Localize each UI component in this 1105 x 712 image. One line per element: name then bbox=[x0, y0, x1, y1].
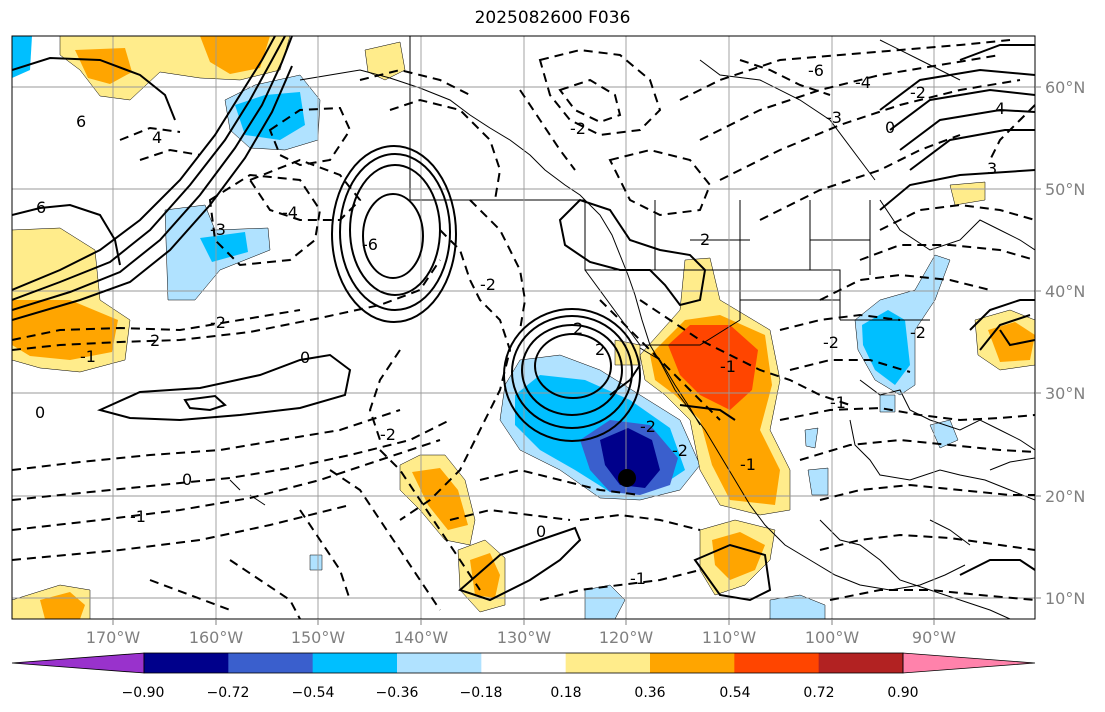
contour-label: 0 bbox=[35, 403, 45, 422]
colorbar-label: 0.54 bbox=[719, 685, 750, 701]
colorbar-extend-max bbox=[902, 652, 1036, 674]
contour-label: -2 bbox=[640, 417, 656, 436]
lon-label: 110°W bbox=[702, 628, 757, 647]
contour-label: 6 bbox=[36, 198, 46, 217]
colorbar-label: 0.90 bbox=[887, 685, 918, 701]
contour-label: -3 bbox=[826, 108, 842, 127]
lat-label: 10°N bbox=[1045, 589, 1085, 608]
lon-label: 100°W bbox=[805, 628, 860, 647]
lon-label: 140°W bbox=[394, 628, 449, 647]
colorbar-ticks: −0.90 −0.72 −0.54 −0.36 −0.18 0.18 0.36 … bbox=[122, 685, 919, 701]
lon-label: 130°W bbox=[497, 628, 552, 647]
contour-label: 4 bbox=[152, 128, 162, 147]
lat-label: 40°N bbox=[1045, 282, 1085, 301]
colorbar-label: −0.72 bbox=[207, 685, 250, 701]
colorbar-extend-min bbox=[11, 652, 145, 674]
contour-label: -2 bbox=[823, 333, 839, 352]
contour-label: -1 bbox=[740, 455, 756, 474]
shading-layer bbox=[12, 36, 1035, 619]
contour-label: 0 bbox=[885, 118, 895, 137]
contour-labels: 6 6 4 2 -1 0 0 -1 -2 -6 -3 -4 -2 2 -2 0 … bbox=[35, 61, 1005, 588]
plot-title: 2025082600 F036 bbox=[474, 8, 631, 28]
colorbar-segment bbox=[228, 653, 314, 673]
colorbar-label: −0.54 bbox=[292, 685, 335, 701]
contour-label: -4 bbox=[282, 203, 298, 222]
lat-label: 20°N bbox=[1045, 487, 1085, 506]
contour-label: -4 bbox=[855, 73, 871, 92]
contour-label: -1 bbox=[630, 569, 646, 588]
lat-ticks bbox=[1035, 86, 1041, 599]
lat-labels: 60°N 50°N 40°N 30°N 20°N 10°N bbox=[1045, 78, 1085, 608]
contour-label: 2 bbox=[150, 331, 160, 350]
lon-label: 170°W bbox=[86, 628, 141, 647]
colorbar-segment bbox=[650, 653, 735, 673]
contour-label: 6 bbox=[76, 112, 86, 131]
colorbar-label: −0.36 bbox=[376, 685, 419, 701]
colorbar: −0.90 −0.72 −0.54 −0.36 −0.18 0.18 0.36 … bbox=[11, 652, 1036, 701]
contour-label: -1 bbox=[130, 507, 146, 526]
colorbar-label: 0.72 bbox=[803, 685, 834, 701]
colorbar-label: −0.90 bbox=[122, 685, 165, 701]
negative-contours bbox=[12, 39, 1035, 619]
colorbar-segment bbox=[818, 653, 904, 673]
lon-ticks bbox=[112, 619, 935, 625]
contour-label: 0 bbox=[182, 470, 192, 489]
contour-label: 2 bbox=[595, 340, 605, 359]
contour-label: -2 bbox=[210, 313, 226, 332]
map-area: 6 6 4 2 -1 0 0 -1 -2 -6 -3 -4 -2 2 -2 0 … bbox=[12, 36, 1035, 619]
colorbar-label: 0.36 bbox=[634, 685, 665, 701]
colorbar-segment bbox=[734, 653, 820, 673]
contour-label: 2 bbox=[573, 319, 583, 338]
lon-label: 90°W bbox=[912, 628, 956, 647]
contour-label: -2 bbox=[380, 425, 396, 444]
lat-label: 60°N bbox=[1045, 78, 1085, 97]
colorbar-label: −0.18 bbox=[460, 685, 503, 701]
colorbar-segment bbox=[144, 653, 229, 673]
contour-label: -1 bbox=[830, 393, 846, 412]
center-point-marker bbox=[618, 469, 636, 487]
lat-label: 50°N bbox=[1045, 180, 1085, 199]
lon-labels: 170°W 160°W 150°W 140°W 130°W 120°W 110°… bbox=[86, 628, 956, 647]
coastline-layer bbox=[229, 36, 1035, 619]
lon-label: 160°W bbox=[189, 628, 244, 647]
colorbar-label: 0.18 bbox=[550, 685, 581, 701]
contour-label: -2 bbox=[910, 323, 926, 342]
contour-label: -6 bbox=[808, 61, 824, 80]
contour-label: 3 bbox=[987, 159, 997, 178]
contour-label: -1 bbox=[80, 347, 96, 366]
lat-label: 30°N bbox=[1045, 384, 1085, 403]
contour-label: -2 bbox=[480, 275, 496, 294]
graticule bbox=[12, 36, 1035, 619]
contour-label: -3 bbox=[210, 220, 226, 239]
contour-label: 4 bbox=[995, 99, 1005, 118]
contour-label: 0 bbox=[300, 348, 310, 367]
contour-label: -1 bbox=[720, 357, 736, 376]
colorbar-segments bbox=[11, 652, 1036, 674]
contour-label: 2 bbox=[700, 230, 710, 249]
lon-label: 120°W bbox=[599, 628, 654, 647]
colorbar-frame bbox=[143, 652, 904, 674]
lon-label: 150°W bbox=[291, 628, 346, 647]
colorbar-segment bbox=[397, 653, 482, 673]
contour-label: -6 bbox=[362, 235, 378, 254]
contour-label: 0 bbox=[536, 522, 546, 541]
colorbar-segment bbox=[312, 653, 398, 673]
contour-label: -2 bbox=[570, 119, 586, 138]
colorbar-segment bbox=[565, 653, 651, 673]
contour-label: -2 bbox=[910, 83, 926, 102]
contour-label: -2 bbox=[672, 441, 688, 460]
positive-contours bbox=[12, 36, 1035, 602]
colorbar-segment bbox=[481, 653, 567, 673]
